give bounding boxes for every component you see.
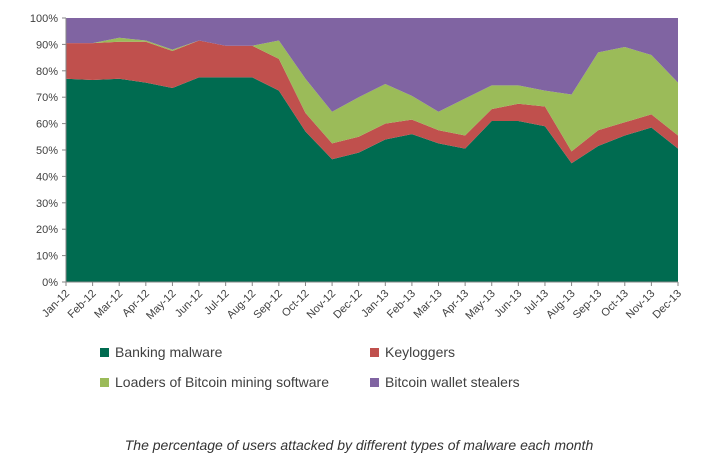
x-tick-label: Jun-13 [492,288,524,320]
x-tick-label: Nov-13 [624,288,658,322]
legend-swatch-bitcoin-mining-loaders [100,377,109,387]
y-tick-label: 50% [36,145,58,157]
y-tick-label: 100% [30,13,58,25]
x-tick-label: Feb-13 [385,288,418,321]
area-bitcoin-wallet-stealers [66,18,678,112]
stacked-area-chart: 0%10%20%30%40%50%60%70%80%90%100%Jan-12F… [30,13,685,322]
area-keyloggers [66,40,678,164]
x-tick-label: Mar-13 [412,288,445,321]
legend-swatch-banking-malware [100,347,109,357]
y-tick-label: 60% [36,119,58,131]
legend-swatch-keyloggers [370,347,379,357]
x-tick-label: May-13 [463,288,497,322]
legend-item-keyloggers: Keyloggers [370,344,455,360]
chart-caption: The percentage of users attacked by diff… [124,437,594,453]
legend-item-bitcoin-mining-loaders: Loaders of Bitcoin mining software [100,374,329,390]
legend-swatch-bitcoin-wallet-stealers [370,377,379,387]
x-tick-label: May-12 [144,288,178,322]
x-tick-label: Aug-12 [225,288,259,322]
legend-label-bitcoin-mining-loaders: Loaders of Bitcoin mining software [115,374,329,390]
y-tick-label: 90% [36,39,58,51]
legend-item-banking-malware: Banking malware [100,344,222,360]
x-tick-label: Jun-12 [173,288,205,320]
legend-label-keyloggers: Keyloggers [385,344,456,360]
x-tick-label: Nov-12 [305,288,339,322]
y-tick-label: 70% [36,92,58,104]
legend-label-banking-malware: Banking malware [115,344,223,360]
y-tick-label: 30% [36,198,58,210]
y-tick-label: 20% [36,224,58,236]
x-tick-label: Sep-13 [571,288,605,322]
legend-label-bitcoin-wallet-stealers: Bitcoin wallet stealers [385,374,520,390]
y-tick-label: 40% [36,171,58,183]
y-tick-label: 80% [36,66,58,78]
area-series-group [66,18,678,283]
area-loaders-of-bitcoin-mining-software [66,37,678,152]
y-tick-label: 10% [36,251,58,263]
x-tick-label: Mar-12 [92,288,125,321]
x-tick-label: Aug-13 [544,288,578,322]
x-tick-label: Sep-12 [251,288,285,322]
x-tick-label: Dec-12 [331,288,365,322]
x-tick-label: Feb-12 [66,288,99,321]
x-tick-label: Dec-13 [651,288,685,322]
area-banking-malware [66,77,678,283]
legend-item-bitcoin-wallet-stealers: Bitcoin wallet stealers [370,374,520,390]
y-tick-label: 0% [42,277,58,289]
